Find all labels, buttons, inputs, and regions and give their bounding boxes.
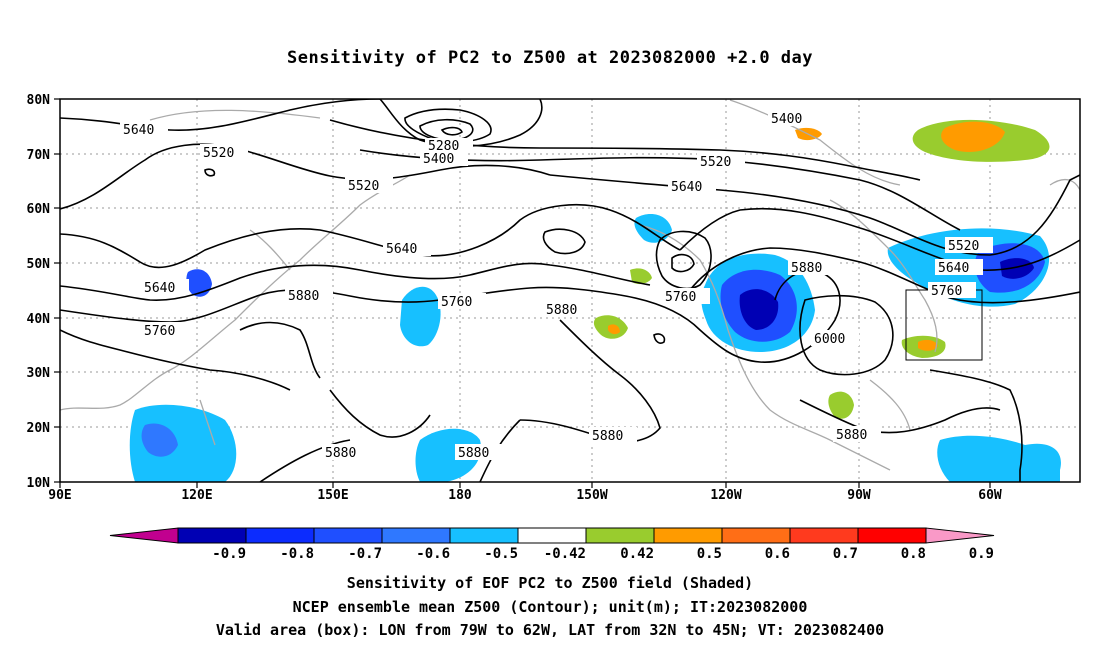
colorbar-box (245, 527, 315, 544)
lon-label: 120E (181, 488, 212, 503)
contour-label: 5640 (144, 281, 175, 296)
shade-region-gulfstream-core (918, 339, 938, 351)
shade-region-greenland-core (941, 121, 1005, 152)
colorbar-box (721, 527, 791, 544)
contour-label: 5760 (144, 324, 175, 339)
lon-label: 150W (576, 488, 607, 503)
contour-label: 5400 (771, 112, 802, 127)
contour-label: 5520 (700, 155, 731, 170)
longitude-labels: 90E 120E 150E 180 150W 120W 90W 60W (48, 488, 1002, 503)
contour-label: 5520 (948, 239, 979, 254)
z500-contours (60, 99, 1080, 482)
colorbar-tick-label: -0.42 (544, 546, 586, 562)
lat-label: 50N (27, 257, 51, 272)
contour-label: 5760 (665, 290, 696, 305)
lat-label: 30N (27, 366, 51, 381)
lat-label: 70N (27, 148, 51, 163)
colorbar-box (313, 527, 383, 544)
lat-label: 10N (27, 476, 51, 491)
contour-label: 5520 (348, 179, 379, 194)
lon-label: 90E (48, 488, 71, 503)
colorbar-box (381, 527, 451, 544)
colorbar-tick-label: -0.8 (280, 546, 314, 562)
contour-label: 5880 (592, 429, 623, 444)
lat-label: 60N (27, 202, 51, 217)
coastlines (60, 99, 1080, 471)
colorbar-tick-label: 0.42 (620, 546, 654, 562)
contour-label: 5880 (325, 446, 356, 461)
colorbar-box (789, 527, 859, 544)
shade-region-alaska-green (630, 268, 652, 285)
colorbar-box (517, 527, 587, 544)
shade-region-scs-core (141, 423, 178, 457)
lon-label: 90W (847, 488, 871, 503)
contour-labels: 5640 5520 5520 5640 5280 5400 5400 5520 … (120, 110, 993, 461)
axis-ticks (54, 98, 991, 488)
shade-region-caribbean (937, 435, 1061, 482)
colorbar-box (449, 527, 519, 544)
colorbar-box (857, 527, 927, 544)
contour-label: 5400 (423, 152, 454, 167)
contour-label: 5640 (671, 180, 702, 195)
contour-label: 5520 (203, 146, 234, 161)
shade-region-pacnw (634, 214, 672, 243)
lon-label: 120W (710, 488, 741, 503)
lat-label: 40N (27, 312, 51, 327)
colorbar-tick-label: 0.8 (901, 546, 926, 562)
map-title: Sensitivity of PC2 to Z500 at 2023082000… (286, 48, 813, 68)
lat-label: 20N (27, 421, 51, 436)
caption-line-2: NCEP ensemble mean Z500 (Contour); unit(… (292, 598, 808, 616)
contour-label: 6000 (814, 332, 845, 347)
lon-label: 150E (317, 488, 348, 503)
shade-region-northatlantic-dark (1000, 258, 1034, 279)
caption-line-3: Valid area (box): LON from 79W to 62W, L… (215, 621, 885, 639)
colorbar-box (653, 527, 723, 544)
contour-label: 5640 (386, 242, 417, 257)
shaded-regions (129, 119, 1061, 482)
shade-region-midpac (400, 286, 441, 347)
contour-label: 5880 (458, 446, 489, 461)
shade-region-pac-orange (608, 324, 620, 335)
colorbar-box (585, 527, 655, 544)
shade-region-wpac (415, 428, 481, 482)
lon-label: 60W (978, 488, 1002, 503)
contour-label: 5880 (791, 261, 822, 276)
lat-label: 80N (27, 93, 51, 108)
colorbar-min-arrow (109, 527, 179, 544)
contour-label: 5640 (123, 123, 154, 138)
colorbar-tick-label: 0.5 (697, 546, 722, 562)
colorbar: -0.9 -0.8 -0.7 -0.6 -0.5 -0.42 0.42 0.5 0.6 0.7 0.… (109, 527, 995, 562)
shade-region-gulf-green (828, 391, 854, 419)
contour-label: 5880 (288, 289, 319, 304)
contour-label: 5760 (441, 295, 472, 310)
colorbar-tick-label: 0.6 (765, 546, 790, 562)
caption-line-1: Sensitivity of EOF PC2 to Z500 field (Sh… (346, 574, 754, 592)
contour-label: 5880 (546, 303, 577, 318)
contour-label: 5640 (938, 261, 969, 276)
shade-region-usa-dark (739, 289, 779, 330)
colorbar-tick-label: -0.5 (484, 546, 518, 562)
colorbar-tick-label: -0.6 (416, 546, 450, 562)
lon-label: 180 (448, 488, 472, 503)
plot-frame (59, 98, 1081, 483)
colorbar-tick-label: -0.7 (348, 546, 382, 562)
latitude-labels: 80N 70N 60N 50N 40N 30N 20N 10N (27, 93, 51, 491)
colorbar-tick-label: 0.7 (833, 546, 858, 562)
contour-label: 5880 (836, 428, 867, 443)
shade-region-japan (186, 269, 212, 297)
colorbar-tick-label: -0.9 (212, 546, 246, 562)
colorbar-box (177, 527, 247, 544)
contour-label: 5760 (931, 284, 962, 299)
colorbar-max-arrow (925, 527, 995, 544)
colorbar-tick-label: 0.9 (969, 546, 994, 562)
